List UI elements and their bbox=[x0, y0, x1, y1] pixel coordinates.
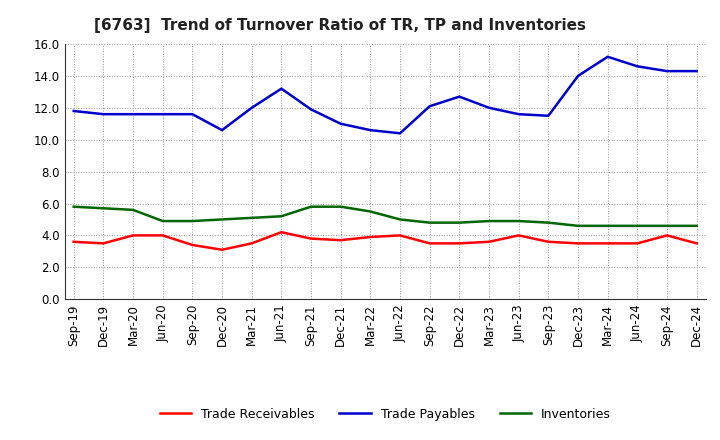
Inventories bbox=[307, 204, 315, 209]
Inventories bbox=[69, 204, 78, 209]
Trade Receivables bbox=[69, 239, 78, 245]
Line: Trade Payables: Trade Payables bbox=[73, 57, 697, 133]
Trade Payables bbox=[633, 64, 642, 69]
Inventories bbox=[277, 214, 286, 219]
Text: [6763]  Trend of Turnover Ratio of TR, TP and Inventories: [6763] Trend of Turnover Ratio of TR, TP… bbox=[94, 18, 585, 33]
Trade Receivables bbox=[217, 247, 226, 253]
Inventories bbox=[158, 218, 167, 224]
Trade Receivables bbox=[307, 236, 315, 241]
Trade Receivables bbox=[426, 241, 434, 246]
Trade Receivables bbox=[603, 241, 612, 246]
Inventories bbox=[544, 220, 553, 225]
Inventories bbox=[455, 220, 464, 225]
Trade Receivables bbox=[99, 241, 108, 246]
Trade Payables bbox=[426, 103, 434, 109]
Line: Inventories: Inventories bbox=[73, 207, 697, 226]
Trade Payables bbox=[99, 111, 108, 117]
Trade Payables bbox=[662, 69, 671, 74]
Trade Receivables bbox=[544, 239, 553, 245]
Inventories bbox=[693, 223, 701, 228]
Trade Payables bbox=[158, 111, 167, 117]
Trade Receivables bbox=[129, 233, 138, 238]
Trade Payables bbox=[217, 128, 226, 133]
Trade Payables bbox=[366, 128, 374, 133]
Inventories bbox=[633, 223, 642, 228]
Trade Receivables bbox=[693, 241, 701, 246]
Trade Receivables bbox=[366, 235, 374, 240]
Inventories bbox=[574, 223, 582, 228]
Trade Receivables bbox=[662, 233, 671, 238]
Inventories bbox=[248, 215, 256, 220]
Trade Payables bbox=[248, 105, 256, 110]
Trade Payables bbox=[693, 69, 701, 74]
Trade Payables bbox=[129, 111, 138, 117]
Trade Payables bbox=[188, 111, 197, 117]
Inventories bbox=[188, 218, 197, 224]
Inventories bbox=[603, 223, 612, 228]
Trade Payables bbox=[307, 107, 315, 112]
Line: Trade Receivables: Trade Receivables bbox=[73, 232, 697, 250]
Trade Receivables bbox=[633, 241, 642, 246]
Trade Payables bbox=[69, 108, 78, 114]
Inventories bbox=[485, 218, 493, 224]
Trade Receivables bbox=[514, 233, 523, 238]
Trade Receivables bbox=[188, 242, 197, 248]
Trade Receivables bbox=[158, 233, 167, 238]
Trade Payables bbox=[396, 131, 405, 136]
Trade Receivables bbox=[455, 241, 464, 246]
Inventories bbox=[662, 223, 671, 228]
Inventories bbox=[99, 205, 108, 211]
Trade Payables bbox=[514, 111, 523, 117]
Inventories bbox=[426, 220, 434, 225]
Inventories bbox=[396, 217, 405, 222]
Inventories bbox=[129, 207, 138, 213]
Trade Receivables bbox=[336, 238, 345, 243]
Inventories bbox=[514, 218, 523, 224]
Trade Payables bbox=[336, 121, 345, 126]
Trade Payables bbox=[574, 73, 582, 78]
Trade Receivables bbox=[396, 233, 405, 238]
Trade Receivables bbox=[248, 241, 256, 246]
Inventories bbox=[366, 209, 374, 214]
Inventories bbox=[336, 204, 345, 209]
Inventories bbox=[217, 217, 226, 222]
Trade Receivables bbox=[485, 239, 493, 245]
Trade Payables bbox=[544, 113, 553, 118]
Trade Payables bbox=[455, 94, 464, 99]
Trade Payables bbox=[603, 54, 612, 59]
Legend: Trade Receivables, Trade Payables, Inventories: Trade Receivables, Trade Payables, Inven… bbox=[155, 403, 616, 425]
Trade Receivables bbox=[574, 241, 582, 246]
Trade Payables bbox=[485, 105, 493, 110]
Trade Receivables bbox=[277, 230, 286, 235]
Trade Payables bbox=[277, 86, 286, 92]
